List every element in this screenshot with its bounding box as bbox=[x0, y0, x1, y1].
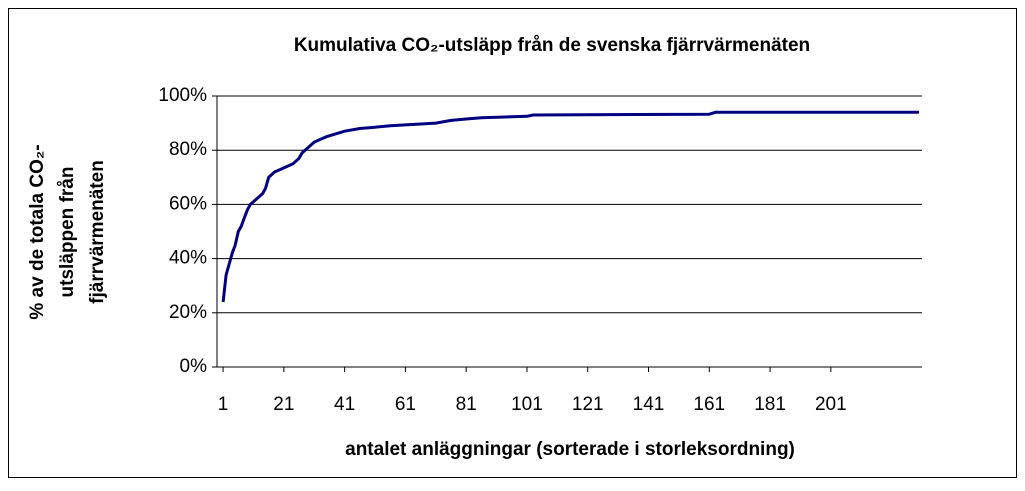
y-axis-label: % av de totala CO₂- utsläppen från fjärr… bbox=[27, 144, 108, 319]
data-line bbox=[221, 110, 919, 303]
x-tick-label: 161 bbox=[693, 394, 725, 415]
x-tick-label: 121 bbox=[572, 394, 604, 415]
y-tick-label: 80% bbox=[169, 139, 207, 160]
chart-title: Kumulativa CO₂-utsläpp från de svenska f… bbox=[294, 35, 810, 56]
y-axis-label-line: utsläppen från bbox=[57, 167, 78, 298]
y-axis-label-line: % av de totala CO₂- bbox=[27, 144, 48, 319]
y-tick-label: 20% bbox=[169, 302, 207, 323]
x-tick-label: 181 bbox=[754, 394, 786, 415]
x-tick-label: 1 bbox=[218, 394, 229, 415]
y-axis-label-line: fjärrvärmenäten bbox=[87, 160, 108, 304]
y-tick-label: 60% bbox=[169, 193, 207, 214]
x-tick-label: 21 bbox=[273, 394, 294, 415]
x-tick-label: 81 bbox=[456, 394, 477, 415]
y-tick-label: 40% bbox=[169, 248, 207, 269]
x-tick-label: 141 bbox=[633, 394, 665, 415]
y-tick-label: 0% bbox=[180, 356, 208, 377]
x-tick-label: 201 bbox=[815, 394, 847, 415]
y-tick-label: 100% bbox=[158, 85, 207, 106]
chart-border bbox=[8, 8, 1017, 478]
x-tick-label: 101 bbox=[511, 394, 543, 415]
x-tick-label: 61 bbox=[395, 394, 416, 415]
x-tick-label: 41 bbox=[334, 394, 355, 415]
x-axis-label: antalet anläggningar (sorterade i storle… bbox=[345, 439, 795, 460]
